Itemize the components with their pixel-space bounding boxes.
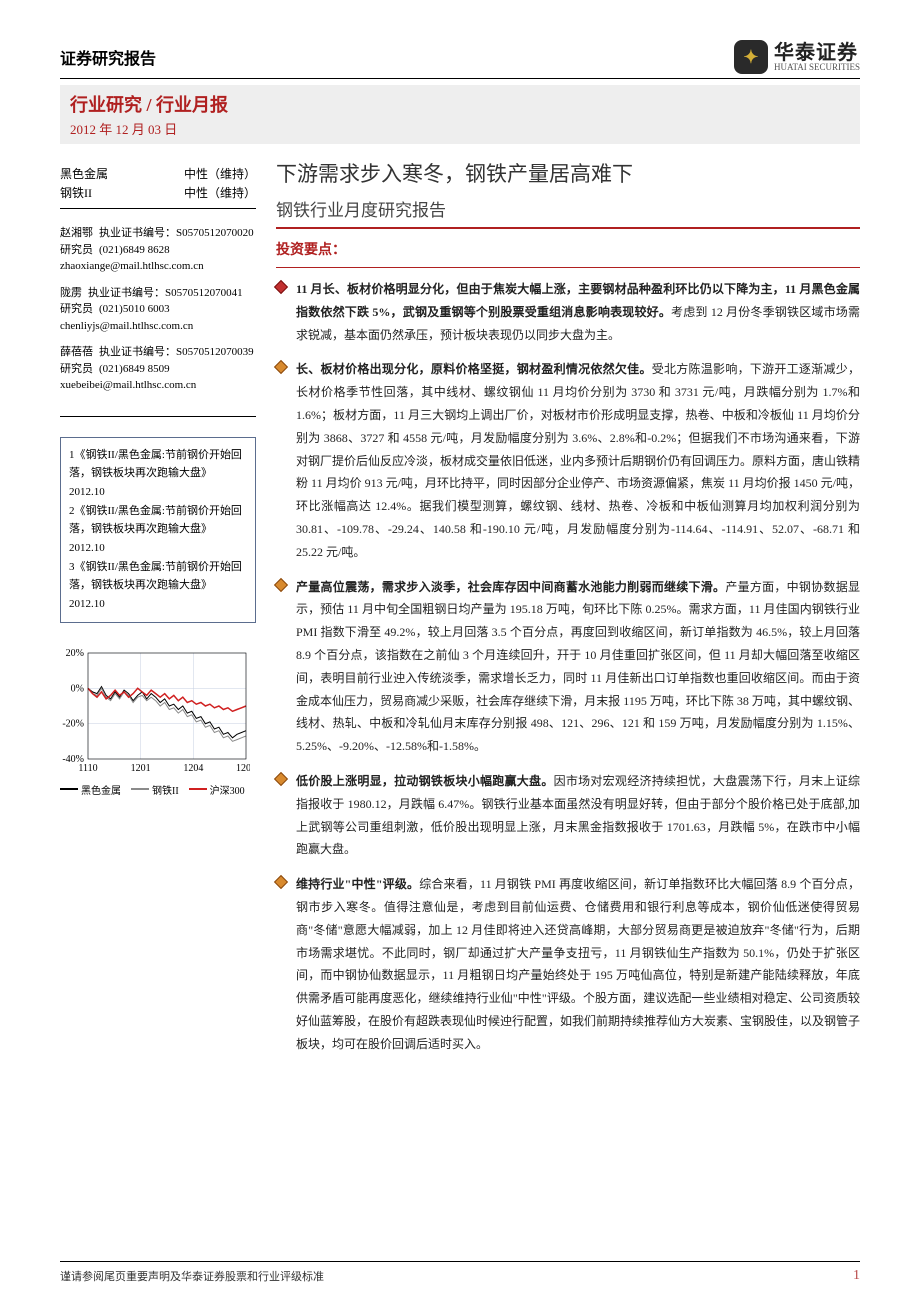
related-report-item: 2《钢铁II/黑色金属:节前钢价开始回落，钢铁板块再次跑输大盘》2012.10 bbox=[69, 502, 247, 558]
footer-disclaimer: 谨请参阅尾页重要声明及华泰证券股票和行业评级标准 bbox=[60, 1268, 324, 1284]
svg-text:20%: 20% bbox=[66, 648, 84, 659]
related-reports: 1《钢铁II/黑色金属:节前钢价开始回落，钢铁板块再次跑输大盘》2012.102… bbox=[60, 437, 256, 623]
rating-block: 黑色金属中性（维持）钢铁II中性（维持） bbox=[60, 158, 256, 209]
investment-point: 长、板材价格出现分化，原料价格坚挺，钢材盈利情况依然欠佳。受北方陈温影响，下游开… bbox=[276, 358, 860, 563]
analyst: 陇雳执业证书编号：S0570512070041 研究员(021)5010 600… bbox=[60, 285, 256, 335]
svg-text:0%: 0% bbox=[71, 683, 84, 694]
bullet-diamond-icon bbox=[274, 360, 288, 374]
svg-text:1201: 1201 bbox=[131, 763, 151, 774]
point-text: 维持行业"中性"评级。综合来看，11 月钢铁 PMI 再度收缩区间，新订单指数环… bbox=[296, 873, 860, 1055]
svg-text:1110: 1110 bbox=[78, 763, 97, 774]
bullet-diamond-icon bbox=[274, 772, 288, 786]
logo-cn: 华泰证券 bbox=[774, 43, 860, 63]
point-text: 11 月长、板材价格明显分化，但由于焦炭大幅上涨，主要钢材品种盈利环比仍以下降为… bbox=[296, 278, 860, 346]
legend-item: 黑色金属 bbox=[60, 782, 121, 797]
analyst: 薛蓓蓓执业证书编号：S0570512070039 研究员(021)6849 85… bbox=[60, 344, 256, 394]
band-date: 2012 年 12 月 03 日 bbox=[70, 119, 850, 138]
perf-chart: 20%0%-20%-40%1110120112041207 黑色金属钢铁II沪深… bbox=[60, 647, 250, 797]
page-number: 1 bbox=[853, 1268, 860, 1284]
logo-icon: ✦ bbox=[734, 40, 768, 74]
investment-point: 低价股上涨明显，拉动钢铁板块小幅跑赢大盘。因市场对宏观经济持续担忧，大盘震荡下行… bbox=[276, 770, 860, 861]
logo: ✦ 华泰证券 HUATAI SECURITIES bbox=[734, 40, 860, 74]
point-text: 产量高位震荡，需求步入淡季，社会库存因中间商蓄水池能力削弱而继续下滑。产量方面，… bbox=[296, 576, 860, 758]
main-title: 下游需求步入寒冬，钢铁产量居高难下 bbox=[276, 158, 860, 188]
logo-en: HUATAI SECURITIES bbox=[774, 63, 860, 72]
svg-text:-20%: -20% bbox=[62, 718, 84, 729]
related-report-item: 1《钢铁II/黑色金属:节前钢价开始回落，钢铁板块再次跑输大盘》2012.10 bbox=[69, 446, 247, 502]
point-text: 低价股上涨明显，拉动钢铁板块小幅跑赢大盘。因市场对宏观经济持续担忧，大盘震荡下行… bbox=[296, 770, 860, 861]
legend-item: 钢铁II bbox=[131, 782, 179, 797]
rating-row: 黑色金属中性（维持） bbox=[60, 164, 256, 183]
main-subtitle: 钢铁行业月度研究报告 bbox=[276, 196, 860, 229]
legend-item: 沪深300 bbox=[189, 782, 245, 797]
point-text: 长、板材价格出现分化，原料价格坚挺，钢材盈利情况依然欠佳。受北方陈温影响，下游开… bbox=[296, 358, 860, 563]
analyst: 赵湘鄂执业证书编号：S0570512070020 研究员(021)6849 86… bbox=[60, 225, 256, 275]
title-band: 行业研究 / 行业月报 2012 年 12 月 03 日 bbox=[60, 85, 860, 144]
investment-point: 维持行业"中性"评级。综合来看，11 月钢铁 PMI 再度收缩区间，新订单指数环… bbox=[276, 873, 860, 1055]
chart-legend: 黑色金属钢铁II 沪深300 bbox=[60, 782, 250, 797]
svg-text:1207: 1207 bbox=[236, 763, 250, 774]
svg-text:1204: 1204 bbox=[183, 763, 203, 774]
band-title: 行业研究 / 行业月报 bbox=[70, 91, 850, 117]
investment-point: 产量高位震荡，需求步入淡季，社会库存因中间商蓄水池能力削弱而继续下滑。产量方面，… bbox=[276, 576, 860, 758]
report-type: 证券研究报告 bbox=[60, 45, 156, 69]
related-report-item: 3《钢铁II/黑色金属:节前钢价开始回落，钢铁板块再次跑输大盘》2012.10 bbox=[69, 558, 247, 614]
bullet-diamond-icon bbox=[274, 280, 288, 294]
section-head: 投资要点： bbox=[276, 239, 860, 259]
bullet-diamond-icon bbox=[274, 875, 288, 889]
bullet-diamond-icon bbox=[274, 577, 288, 591]
rating-row: 钢铁II中性（维持） bbox=[60, 183, 256, 202]
investment-point: 11 月长、板材价格明显分化，但由于焦炭大幅上涨，主要钢材品种盈利环比仍以下降为… bbox=[276, 278, 860, 346]
analyst-block: 赵湘鄂执业证书编号：S0570512070020 研究员(021)6849 86… bbox=[60, 225, 256, 417]
